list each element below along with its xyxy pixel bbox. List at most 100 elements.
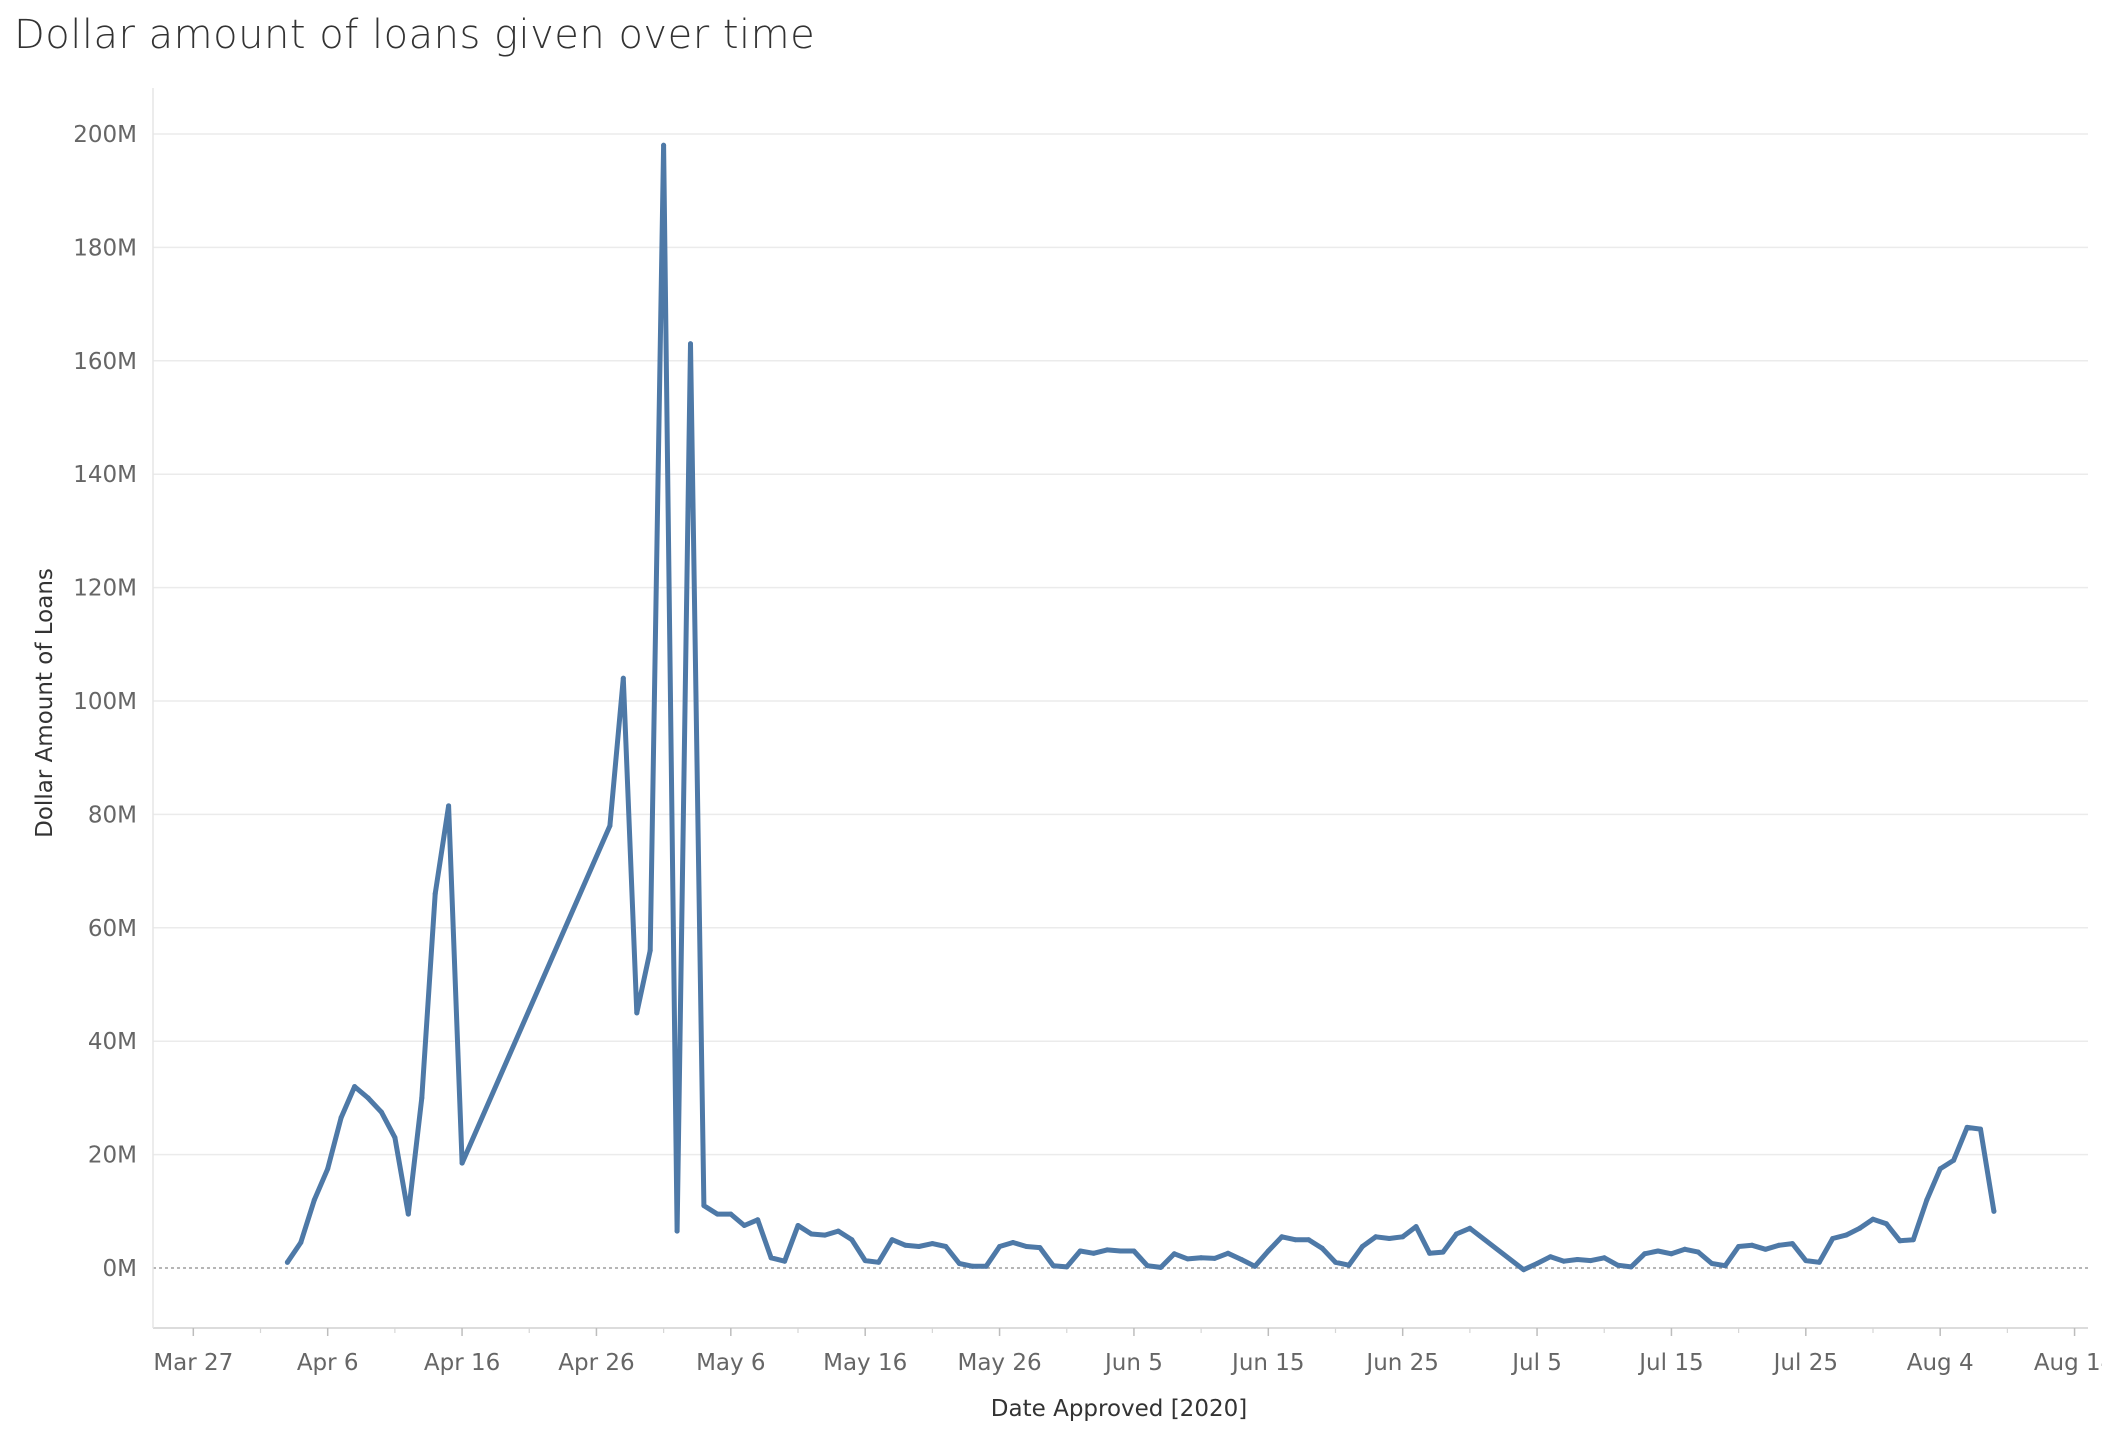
data-point[interactable] <box>1897 1238 1903 1244</box>
data-point[interactable] <box>1050 1263 1056 1269</box>
data-point[interactable] <box>1292 1237 1298 1243</box>
data-point[interactable] <box>970 1263 976 1269</box>
data-point[interactable] <box>862 1258 868 1264</box>
data-point[interactable] <box>1521 1267 1527 1273</box>
data-point[interactable] <box>1373 1234 1379 1240</box>
data-point[interactable] <box>1978 1126 1983 1132</box>
data-point[interactable] <box>1830 1236 1836 1241</box>
data-point[interactable] <box>284 1259 290 1265</box>
data-point[interactable] <box>1158 1264 1164 1270</box>
data-point[interactable] <box>1400 1234 1406 1240</box>
data-point[interactable] <box>1937 1166 1943 1172</box>
data-point[interactable] <box>1910 1237 1916 1243</box>
data-point[interactable] <box>338 1115 344 1121</box>
data-point[interactable] <box>1238 1257 1244 1262</box>
data-point[interactable] <box>1131 1248 1137 1254</box>
data-point[interactable] <box>889 1237 895 1243</box>
data-point[interactable] <box>782 1258 788 1264</box>
data-point[interactable] <box>1776 1242 1782 1248</box>
data-point[interactable] <box>1709 1261 1715 1266</box>
data-point[interactable] <box>1816 1259 1822 1265</box>
data-point[interactable] <box>432 891 438 897</box>
data-point[interactable] <box>1010 1240 1016 1245</box>
data-point[interactable] <box>1279 1234 1285 1240</box>
data-point[interactable] <box>661 142 667 148</box>
data-point[interactable] <box>1225 1250 1231 1256</box>
data-point[interactable] <box>849 1237 855 1243</box>
data-point[interactable] <box>1413 1224 1419 1230</box>
data-point[interactable] <box>1534 1261 1540 1266</box>
data-point[interactable] <box>728 1211 734 1217</box>
data-point[interactable] <box>1252 1263 1258 1269</box>
data-point[interactable] <box>1668 1251 1674 1257</box>
data-point[interactable] <box>1037 1245 1043 1251</box>
data-point[interactable] <box>768 1255 774 1261</box>
data-point[interactable] <box>983 1263 989 1269</box>
data-point[interactable] <box>1991 1208 1997 1214</box>
data-point[interactable] <box>1642 1251 1648 1257</box>
data-point[interactable] <box>714 1211 720 1217</box>
data-point[interactable] <box>392 1135 398 1141</box>
data-point[interactable] <box>835 1228 841 1234</box>
data-point[interactable] <box>1144 1263 1150 1269</box>
data-point[interactable] <box>822 1232 828 1238</box>
data-point[interactable] <box>1682 1246 1688 1252</box>
data-point[interactable] <box>795 1223 801 1228</box>
data-point[interactable] <box>1427 1250 1433 1256</box>
data-point[interactable] <box>1588 1258 1594 1264</box>
data-point[interactable] <box>1883 1221 1889 1227</box>
data-point[interactable] <box>1843 1232 1849 1238</box>
data-point[interactable] <box>876 1259 882 1265</box>
data-point[interactable] <box>1601 1255 1607 1261</box>
data-point[interactable] <box>311 1197 317 1203</box>
data-point[interactable] <box>1736 1244 1742 1249</box>
data-point[interactable] <box>741 1223 747 1228</box>
data-point[interactable] <box>1359 1244 1365 1249</box>
data-point[interactable] <box>1212 1255 1218 1261</box>
data-point[interactable] <box>1655 1248 1661 1254</box>
data-point[interactable] <box>1789 1241 1795 1247</box>
data-point[interactable] <box>459 1160 465 1166</box>
data-point[interactable] <box>1077 1248 1083 1254</box>
data-point[interactable] <box>1265 1248 1271 1254</box>
data-point[interactable] <box>620 675 626 681</box>
data-point[interactable] <box>997 1244 1003 1249</box>
data-point[interactable] <box>1722 1263 1728 1269</box>
data-point[interactable] <box>1628 1264 1634 1270</box>
data-point[interactable] <box>634 1010 640 1016</box>
data-point[interactable] <box>1803 1258 1809 1264</box>
data-point[interactable] <box>688 341 693 347</box>
data-point[interactable] <box>419 1095 425 1101</box>
data-point[interactable] <box>1615 1262 1621 1268</box>
data-point[interactable] <box>1319 1245 1325 1251</box>
data-point[interactable] <box>1333 1259 1338 1265</box>
data-point[interactable] <box>1185 1256 1191 1262</box>
data-point[interactable] <box>1924 1197 1930 1203</box>
data-point[interactable] <box>916 1244 922 1249</box>
data-point[interactable] <box>325 1166 331 1172</box>
data-point[interactable] <box>929 1241 935 1247</box>
data-point[interactable] <box>1104 1247 1110 1253</box>
data-point[interactable] <box>1198 1255 1204 1261</box>
data-point[interactable] <box>1763 1246 1768 1252</box>
data-point[interactable] <box>755 1217 761 1223</box>
data-point[interactable] <box>808 1231 814 1237</box>
data-point[interactable] <box>1574 1257 1580 1262</box>
data-point[interactable] <box>405 1211 411 1217</box>
data-point[interactable] <box>1346 1262 1352 1268</box>
data-point[interactable] <box>607 823 613 829</box>
data-point[interactable] <box>943 1244 949 1249</box>
data-point[interactable] <box>647 948 653 953</box>
data-point[interactable] <box>1870 1216 1876 1222</box>
data-point[interactable] <box>1857 1225 1863 1231</box>
data-point[interactable] <box>352 1084 358 1090</box>
data-point[interactable] <box>1561 1258 1567 1264</box>
data-point[interactable] <box>1023 1244 1029 1249</box>
data-point[interactable] <box>674 1228 680 1234</box>
data-point[interactable] <box>1386 1236 1392 1241</box>
data-point[interactable] <box>1467 1225 1473 1231</box>
data-point[interactable] <box>446 803 452 809</box>
data-point[interactable] <box>378 1109 384 1115</box>
data-point[interactable] <box>1964 1124 1970 1130</box>
data-point[interactable] <box>1951 1157 1957 1163</box>
